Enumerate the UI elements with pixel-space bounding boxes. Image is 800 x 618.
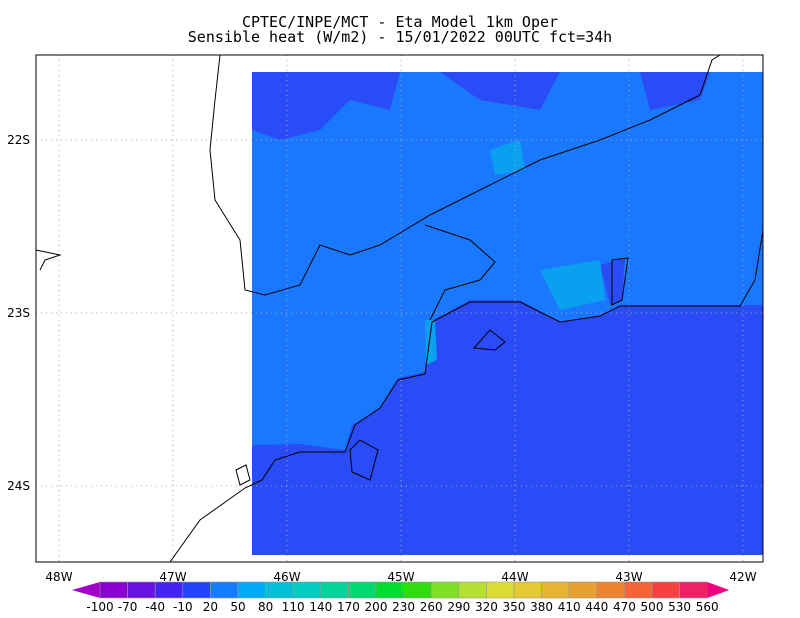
colorbar-bin xyxy=(99,581,128,599)
colorbar-bin xyxy=(375,581,404,599)
colorbar-bin xyxy=(292,581,322,599)
bay xyxy=(611,257,629,306)
x-tick-label: 44W xyxy=(501,570,528,584)
colorbar-bin xyxy=(651,581,680,599)
title-line-1: CPTEC/INPE/MCT - Eta Model 1km Oper xyxy=(241,13,559,31)
colorbar-under-arrow xyxy=(72,582,100,598)
colorbar-label: 290 xyxy=(447,600,470,614)
colorbar-label: 200 xyxy=(365,600,388,614)
colorbar-label: -100 xyxy=(86,600,113,614)
colorbar-bin xyxy=(265,581,294,599)
colorbar-label: 530 xyxy=(668,600,691,614)
colorbar-bin xyxy=(513,581,542,599)
colorbar-label: 410 xyxy=(558,600,581,614)
x-tick-label: 46W xyxy=(273,570,300,584)
colorbar-bin xyxy=(568,581,598,599)
colorbar-label: -70 xyxy=(118,600,138,614)
y-tick-label: 22S xyxy=(7,133,30,147)
x-tick-label: 43W xyxy=(615,570,642,584)
colorbar-bin xyxy=(458,581,487,599)
coastline-path xyxy=(169,229,764,563)
colorbar-bin xyxy=(210,581,239,599)
colorbar-bin xyxy=(237,581,266,599)
inland-low-area xyxy=(440,72,560,110)
colorbar-bin xyxy=(403,581,432,599)
colorbar-bin xyxy=(541,581,570,599)
colorbar-label: 20 xyxy=(203,600,218,614)
colorbar-label: 170 xyxy=(337,600,360,614)
colorbar-label: -40 xyxy=(145,600,165,614)
state-border xyxy=(209,54,721,296)
title-line-2: Sensible heat (W/m2) - 15/01/2022 00UTC … xyxy=(187,28,613,46)
island xyxy=(235,464,251,486)
plot-frame xyxy=(35,54,764,563)
colorbar-bin xyxy=(320,581,349,599)
colorbar-bin xyxy=(430,581,460,599)
colorbar-label: 110 xyxy=(282,600,305,614)
x-tick-label: 47W xyxy=(159,570,186,584)
x-tick-label: 42W xyxy=(729,570,756,584)
colorbar-label: 440 xyxy=(585,600,608,614)
colorbar-bin xyxy=(679,581,708,599)
colorbar-label: 380 xyxy=(530,600,553,614)
colorbar-label: -10 xyxy=(173,600,193,614)
x-tick-label: 45W xyxy=(387,570,414,584)
colorbar-bin xyxy=(127,581,156,599)
colorbar-bin xyxy=(624,581,653,599)
grid-lines xyxy=(36,55,763,562)
colorbar-bin xyxy=(154,581,184,599)
y-tick-label: 23S xyxy=(7,306,30,320)
inland-low-area xyxy=(252,72,400,140)
island xyxy=(349,439,379,481)
warm-patch xyxy=(540,260,605,310)
colorbar-bin xyxy=(596,581,625,599)
colorbar-label: 140 xyxy=(309,600,332,614)
colorbar-label: 470 xyxy=(613,600,636,614)
colorbar-label: 260 xyxy=(420,600,443,614)
data-field xyxy=(252,72,763,555)
coastline xyxy=(35,54,764,563)
x-tick-label: 48W xyxy=(45,570,72,584)
colorbar-bin xyxy=(486,581,515,599)
ocean-field xyxy=(252,300,763,555)
inland-low-area xyxy=(640,72,710,110)
colorbar-label: 230 xyxy=(392,600,415,614)
colorbar-over-arrow xyxy=(707,582,730,598)
colorbar: -100 -70 -40 -10 20 50 80 110 140 170 200 230 260 290… xyxy=(72,581,730,614)
colorbar-label: 320 xyxy=(475,600,498,614)
state-border xyxy=(424,224,496,321)
coast-fragment xyxy=(35,249,62,271)
colorbar-label: 80 xyxy=(258,600,273,614)
colorbar-label: 560 xyxy=(696,600,719,614)
colorbar-bin xyxy=(348,581,377,599)
y-tick-label: 24S xyxy=(7,479,30,493)
axis-tick-labels: 48W 47W 46W 45W 44W 43W 42W 22S 23S 24S xyxy=(7,133,757,584)
colorbar-label: 350 xyxy=(503,600,526,614)
colorbar-bin xyxy=(182,581,211,599)
warm-patch xyxy=(490,140,525,175)
colorbar-label: 500 xyxy=(641,600,664,614)
island xyxy=(472,329,506,351)
colorbar-label: 50 xyxy=(230,600,245,614)
